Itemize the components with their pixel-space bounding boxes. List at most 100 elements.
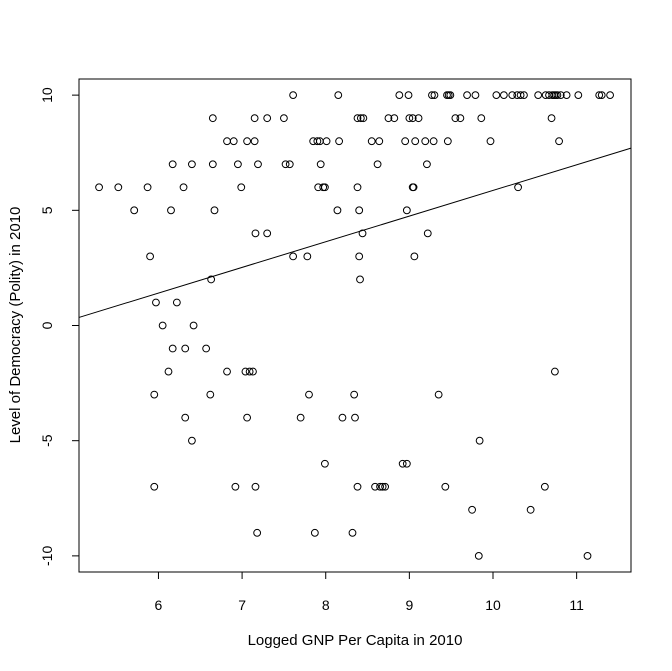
data-point xyxy=(223,137,231,146)
y-tick-label: -5 xyxy=(39,434,55,447)
x-axis-label: Logged GNP Per Capita in 2010 xyxy=(248,632,463,649)
data-point xyxy=(338,413,347,422)
data-point xyxy=(356,275,364,284)
data-point xyxy=(429,137,438,146)
data-point xyxy=(441,482,450,491)
data-point xyxy=(245,367,254,376)
data-point xyxy=(540,482,549,491)
data-point xyxy=(208,160,217,169)
data-point xyxy=(305,390,313,399)
y-tick-label: -10 xyxy=(39,546,55,566)
data-point xyxy=(202,344,211,353)
data-point xyxy=(231,482,240,491)
data-point xyxy=(254,160,262,169)
data-point xyxy=(296,413,305,422)
data-point xyxy=(158,321,167,330)
data-point xyxy=(562,91,571,100)
data-point xyxy=(520,91,528,100)
data-point xyxy=(423,229,432,238)
data-point xyxy=(367,137,376,146)
data-point xyxy=(172,298,181,307)
x-tick-label: 8 xyxy=(322,597,330,613)
y-tick-label: 5 xyxy=(39,206,55,214)
data-point xyxy=(474,551,483,560)
data-point xyxy=(322,137,331,146)
data-point xyxy=(335,137,344,146)
data-point xyxy=(280,114,288,123)
data-point xyxy=(375,137,384,146)
data-point xyxy=(168,160,177,169)
data-point xyxy=(456,114,465,123)
data-point xyxy=(251,229,260,238)
y-tick-label: 10 xyxy=(39,87,55,103)
data-point xyxy=(463,91,471,100)
data-point xyxy=(606,91,614,100)
data-point xyxy=(597,91,606,100)
data-point xyxy=(249,367,257,376)
data-point xyxy=(550,367,559,376)
data-point xyxy=(164,367,173,376)
data-point xyxy=(583,551,592,560)
data-point xyxy=(350,390,359,399)
data-point xyxy=(179,183,188,192)
data-point xyxy=(430,91,439,100)
data-point xyxy=(353,114,362,123)
data-point xyxy=(181,344,190,353)
data-point xyxy=(188,160,196,169)
data-point xyxy=(348,528,357,537)
data-point xyxy=(492,91,501,100)
data-point xyxy=(421,137,430,146)
x-tick-label: 6 xyxy=(155,597,163,613)
data-point xyxy=(384,114,393,123)
data-point xyxy=(263,229,272,238)
data-point xyxy=(395,91,404,100)
x-axis: 6 7 8 9 10 11 xyxy=(155,572,584,613)
data-point xyxy=(181,413,190,422)
data-point xyxy=(499,91,508,100)
data-point xyxy=(405,114,414,123)
data-point xyxy=(381,482,390,491)
data-point xyxy=(471,91,480,100)
data-point xyxy=(168,344,177,353)
data-point xyxy=(514,183,522,192)
data-point xyxy=(150,390,159,399)
y-axis: -10 -5 0 5 10 xyxy=(39,87,79,566)
data-point xyxy=(250,137,259,146)
data-point xyxy=(353,482,362,491)
x-tick-label: 10 xyxy=(485,597,501,613)
x-tick-label: 11 xyxy=(569,597,584,613)
data-point xyxy=(229,137,238,146)
data-point xyxy=(167,206,175,215)
data-point xyxy=(237,183,246,192)
data-point xyxy=(486,137,495,146)
data-point xyxy=(376,482,384,491)
data-point xyxy=(555,137,563,146)
data-point xyxy=(189,321,198,330)
data-point xyxy=(411,137,420,146)
data-point xyxy=(434,390,443,399)
data-point xyxy=(356,114,365,123)
data-point xyxy=(402,206,411,215)
x-tick-label: 7 xyxy=(238,597,246,613)
data-point xyxy=(241,367,250,376)
data-point xyxy=(556,91,565,100)
data-point xyxy=(516,91,525,100)
data-point xyxy=(475,436,484,445)
regression-line xyxy=(78,147,632,318)
data-point xyxy=(414,114,423,123)
data-point xyxy=(404,91,413,100)
data-point xyxy=(373,160,382,169)
data-point xyxy=(390,114,399,123)
data-point xyxy=(508,91,517,100)
data-point xyxy=(359,114,368,123)
data-point xyxy=(289,91,298,100)
data-point xyxy=(553,91,562,100)
data-point xyxy=(223,367,231,376)
y-tick-label: 0 xyxy=(39,321,55,329)
data-point xyxy=(408,114,417,123)
data-point xyxy=(547,114,556,123)
data-point xyxy=(285,160,294,169)
data-point xyxy=(371,482,379,491)
data-point xyxy=(423,160,431,169)
